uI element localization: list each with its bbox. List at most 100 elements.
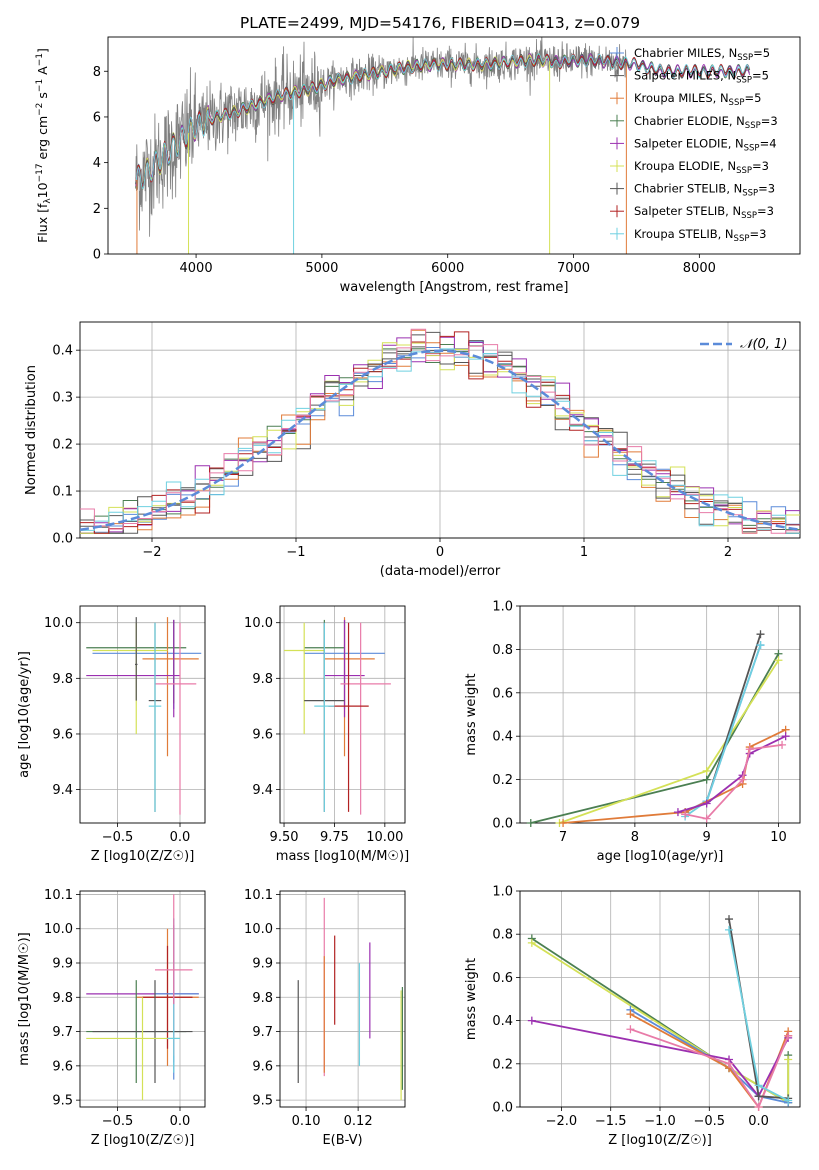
y-tick-label: 2: [93, 202, 101, 217]
y-tick-label: 9.4: [52, 783, 73, 798]
x-tick-label: 8: [631, 830, 639, 845]
y-tick-label: 4: [93, 156, 101, 171]
y-axis-label: mass weight: [464, 673, 479, 755]
legend-entry: Chabrier MILES, NSSP=5: [634, 46, 770, 63]
series-marker: [725, 925, 734, 934]
y-axis-label: Normed distribution: [24, 365, 39, 495]
y-tick-label: 0: [93, 248, 101, 263]
series-marker: [781, 732, 790, 741]
legend-entry: Salpeter ELODIE, NSSP=4: [634, 136, 777, 153]
x-tick-label: −1.0: [644, 1114, 676, 1129]
legend-sub: SSP: [744, 143, 760, 153]
y-tick-label: 0.3: [52, 391, 73, 406]
legend-entry: Kroupa ELODIE, NSSP=3: [634, 159, 769, 176]
y-tick-label: 0.2: [52, 438, 73, 453]
legend-suffix: =5: [752, 69, 769, 83]
x-axis-label: age [log10(age/yr)]: [597, 849, 724, 864]
series-marker: [778, 740, 787, 749]
y-tick-label: 1.0: [492, 600, 513, 615]
x-tick-label: 9.50: [270, 830, 299, 845]
x-tick-label: 0.0: [748, 1114, 769, 1129]
legend-entry: 𝒩(0, 1): [740, 337, 787, 352]
x-axis-label: (data-model)/error: [380, 564, 501, 579]
y-tick-label: 0.2: [492, 1057, 513, 1072]
series-marker: [626, 1010, 635, 1019]
x-tick-label: 8000: [683, 261, 716, 276]
y-tick-label: 0.2: [492, 773, 513, 788]
y-axis-label: mass [log10(M/M☉)]: [17, 932, 32, 1065]
y-tick-label: 1.0: [492, 885, 513, 900]
y-tick-label: 9.6: [252, 727, 273, 742]
x-tick-label: 0.10: [292, 1114, 321, 1129]
y-axis-label: mass weight: [464, 958, 479, 1040]
x-tick-label: −2: [142, 545, 161, 560]
series-marker: [756, 630, 765, 639]
histograms: [80, 328, 800, 534]
error-bars: [297, 897, 403, 1101]
error-bars: [86, 617, 202, 815]
legend-suffix: =3: [758, 182, 775, 196]
y-tick-label: 9.5: [52, 1094, 73, 1109]
legend-sub: SSP: [734, 234, 750, 244]
x-tick-label: 0.0: [170, 830, 191, 845]
legend-sub: SSP: [736, 76, 752, 86]
y-tick-label: 0.0: [492, 817, 513, 832]
series-marker: [681, 810, 690, 819]
series-marker: [754, 1081, 763, 1090]
y-tick-label: 9.6: [52, 727, 73, 742]
y-tick-label: 10.0: [244, 616, 273, 631]
y-axis-label: Flux [fλ10−17 erg cm−2 s−1 A−1]: [35, 48, 53, 243]
y-tick-label: 0.4: [492, 1014, 513, 1029]
y-tick-label: 9.8: [252, 672, 273, 687]
x-tick-label: −1: [286, 545, 305, 560]
y-tick-label: 8: [93, 65, 101, 80]
spectrum-model-line: [135, 53, 751, 188]
y-tick-label: 0.4: [52, 344, 73, 359]
axes-frame: [79, 605, 206, 824]
series-marker: [626, 1025, 635, 1034]
series-marker: [702, 766, 711, 775]
y-tick-label: 9.8: [52, 991, 73, 1006]
series-line: [629, 1009, 789, 1104]
legend-suffix: =4: [760, 136, 777, 150]
legend-sub: SSP: [736, 166, 752, 176]
y-tick-label: 9.9: [252, 957, 273, 972]
axes-frame: [519, 605, 801, 824]
y-axis-label: age [log10(age/yr)]: [17, 651, 32, 778]
y-tick-label: 6: [93, 110, 101, 125]
legend-suffix: =3: [761, 114, 778, 128]
legend-sub: SSP: [737, 53, 753, 63]
legend-sub: SSP: [741, 211, 757, 221]
y-tick-label: 9.6: [252, 1059, 273, 1074]
error-bars: [284, 617, 391, 815]
figure-title: PLATE=2499, MJD=54176, FIBERID=0413, z=0…: [240, 14, 640, 32]
y-tick-label: 9.8: [52, 672, 73, 687]
axes-frame: [519, 890, 801, 1108]
x-tick-label: −2.0: [546, 1114, 578, 1129]
y-tick-label: 0.4: [492, 730, 513, 745]
y-tick-label: 10.0: [44, 616, 73, 631]
series-marker: [702, 775, 711, 784]
x-tick-label: −0.5: [694, 1114, 726, 1129]
y-tick-label: 0.0: [52, 532, 73, 547]
series-marker: [774, 656, 783, 665]
y-tick-label: 0.1: [52, 485, 73, 500]
legend-suffix: =3: [752, 159, 769, 173]
legend-sub: SSP: [742, 189, 758, 199]
y-tick-label: 9.8: [252, 991, 273, 1006]
error-bars: [86, 894, 199, 1101]
x-tick-label: 6000: [431, 261, 464, 276]
y-tick-label: 10.1: [244, 888, 273, 903]
series-marker: [745, 745, 754, 754]
x-axis-label: E(B-V): [322, 1133, 362, 1148]
series-marker: [738, 775, 747, 784]
axes-frame: [79, 890, 206, 1108]
spectrum-lines: [135, 37, 751, 254]
series-marker: [784, 1031, 793, 1040]
x-tick-label: −1.5: [595, 1114, 627, 1129]
y-tick-label: 0.0: [492, 1101, 513, 1116]
x-axis-label: Z [log10(Z/Z☉)]: [608, 1133, 712, 1148]
x-axis-label: Z [log10(Z/Z☉)]: [91, 1133, 195, 1148]
y-tick-label: 9.7: [252, 1025, 273, 1040]
